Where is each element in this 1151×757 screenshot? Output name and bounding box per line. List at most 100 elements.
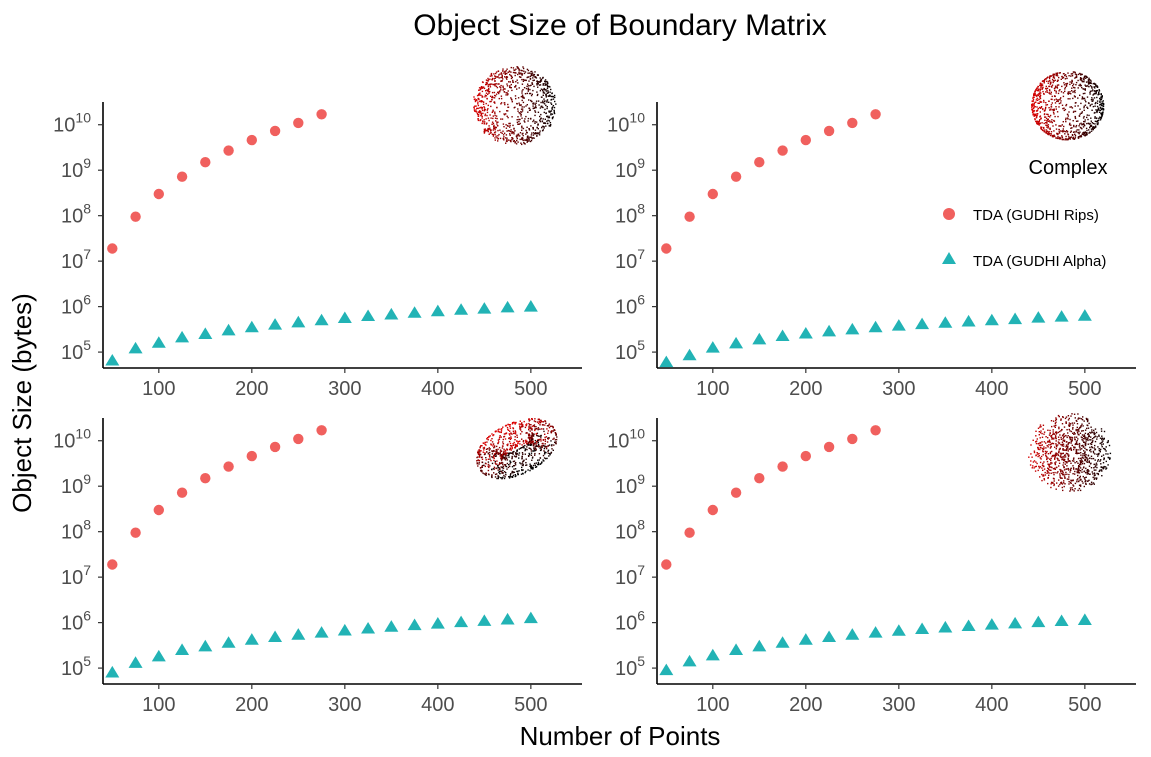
solid-ball-point-cloud-dot <box>1081 439 1083 441</box>
solid-ball-point-cloud-dot <box>1035 461 1037 463</box>
sphere-surface-point-cloud-dot <box>1064 78 1067 80</box>
solid-ball-point-cloud-dot <box>1065 446 1067 448</box>
sphere-surface-point-cloud-dot <box>1098 92 1100 94</box>
solid-ball-point-cloud-dot <box>1059 455 1061 457</box>
sphere-surface-point-cloud-dot <box>1093 112 1096 114</box>
sphere-shell-point-cloud-dot <box>496 137 498 139</box>
sphere-shell-point-cloud-dot <box>513 133 515 135</box>
sphere-surface-point-cloud-dot <box>1056 75 1059 77</box>
sphere-shell-point-cloud-dot <box>473 107 475 109</box>
solid-ball-point-cloud-dot <box>1054 462 1056 464</box>
solid-ball-point-cloud-dot <box>1087 480 1089 482</box>
sphere-surface-point-cloud-dot <box>1071 107 1074 109</box>
solid-ball-point-cloud-dot <box>1061 423 1064 425</box>
solid-ball-point-cloud-dot <box>1064 477 1066 479</box>
sphere-surface-point-cloud-dot <box>1081 96 1084 98</box>
sphere-surface-point-cloud-dot <box>1075 76 1078 79</box>
torus-point-cloud-dot <box>508 437 511 439</box>
rips-point <box>200 157 211 168</box>
sphere-surface-point-cloud-dot <box>1064 139 1066 141</box>
sphere-surface-point-cloud-dot <box>1065 84 1068 87</box>
sphere-shell-point-cloud-dot <box>504 102 506 104</box>
sphere-shell-point-cloud-dot <box>523 79 526 81</box>
solid-ball-point-cloud-dot <box>1084 447 1086 449</box>
sphere-surface-point-cloud-dot <box>1083 77 1085 79</box>
rips-point <box>153 188 164 200</box>
sphere-shell-point-cloud-dot <box>500 87 502 89</box>
sphere-surface-point-cloud-dot <box>1031 111 1034 114</box>
torus-point-cloud-dot <box>549 425 552 427</box>
torus-point-cloud-dot <box>520 463 522 465</box>
solid-ball-point-cloud-dot <box>1089 446 1091 449</box>
sphere-surface-point-cloud-dot <box>1049 79 1051 82</box>
solid-ball-point-cloud-dot <box>1058 465 1060 467</box>
sphere-surface-point-cloud-dot <box>1068 92 1070 95</box>
sphere-surface-point-cloud-dot <box>1071 75 1074 77</box>
sphere-shell-point-cloud-dot <box>542 77 544 79</box>
solid-ball-point-cloud-dot <box>1093 463 1095 466</box>
solid-ball-point-cloud-dot <box>1067 443 1069 445</box>
solid-ball-point-cloud-dot <box>1093 436 1095 439</box>
sphere-surface-point-cloud-dot <box>1084 89 1086 91</box>
solid-ball-point-cloud-dot <box>1081 434 1084 436</box>
torus-point-cloud-dot <box>542 424 544 426</box>
torus-point-cloud-dot <box>511 466 514 468</box>
torus-point-cloud-dot <box>510 461 512 464</box>
sphere-shell-point-cloud-dot <box>551 92 553 94</box>
sphere-surface-point-cloud-dot <box>1045 132 1047 134</box>
solid-ball-point-cloud-dot <box>1089 457 1091 459</box>
alpha-point <box>198 327 213 339</box>
sphere-surface-point-cloud-dot <box>1053 80 1055 82</box>
solid-ball-point-cloud-dot <box>1092 473 1094 475</box>
sphere-surface-point-cloud-dot <box>1045 102 1047 104</box>
solid-ball-point-cloud-dot <box>1030 444 1032 446</box>
solid-ball-point-cloud-dot <box>1042 469 1044 471</box>
sphere-shell-point-cloud-dot <box>555 103 557 105</box>
solid-ball-point-cloud-dot <box>1102 454 1105 456</box>
sphere-surface-point-cloud-dot <box>1083 88 1085 90</box>
solid-ball-point-cloud-dot <box>1058 450 1060 452</box>
solid-ball-point-cloud-dot <box>1055 440 1057 442</box>
torus-point-cloud-dot <box>506 426 509 429</box>
torus-point-cloud-dot <box>522 472 524 475</box>
sphere-surface-point-cloud-dot <box>1039 84 1041 86</box>
sphere-surface-point-cloud-dot <box>1078 115 1081 117</box>
torus-point-cloud-dot <box>512 474 515 477</box>
torus-point-cloud-dot <box>543 430 545 433</box>
sphere-surface-point-cloud-dot <box>1086 114 1088 116</box>
sphere-surface-point-cloud-dot <box>1040 85 1042 87</box>
sphere-shell-point-cloud-dot <box>481 122 483 125</box>
torus-point-cloud-dot <box>522 469 524 471</box>
torus-point-cloud-dot <box>517 472 519 474</box>
solid-ball-point-cloud-dot <box>1048 440 1050 442</box>
torus-point-cloud-dot <box>555 432 557 434</box>
solid-ball-point-cloud-dot <box>1052 420 1055 422</box>
solid-ball-point-cloud-dot <box>1109 457 1111 459</box>
torus-point-cloud-dot <box>511 472 513 474</box>
sphere-shell-point-cloud-dot <box>529 92 532 95</box>
solid-ball-point-cloud-dot <box>1101 441 1103 443</box>
torus-point-cloud-dot <box>500 450 502 452</box>
sphere-shell-point-cloud-dot <box>473 109 476 111</box>
torus-point-cloud-dot <box>529 442 531 444</box>
sphere-surface-point-cloud-dot <box>1090 99 1093 101</box>
sphere-surface-point-cloud-dot <box>1053 113 1055 115</box>
sphere-surface-point-cloud-dot <box>1037 123 1039 125</box>
sphere-surface-point-cloud-dot <box>1075 124 1078 127</box>
solid-ball-point-cloud-dot <box>1037 448 1040 451</box>
solid-ball-point-cloud-dot <box>1079 447 1081 449</box>
alpha-point <box>1031 615 1046 628</box>
sphere-surface-point-cloud-dot <box>1052 81 1054 84</box>
sphere-surface-point-cloud-dot <box>1036 113 1038 115</box>
torus-point-cloud-dot <box>530 468 532 470</box>
sphere-surface-point-cloud-dot <box>1077 97 1079 99</box>
torus-point-cloud-dot <box>542 428 545 430</box>
solid-ball-point-cloud-dot <box>1069 468 1072 470</box>
solid-ball-point-cloud-dot <box>1051 425 1053 428</box>
solid-ball-point-cloud-dot <box>1050 443 1053 445</box>
sphere-shell-point-cloud-dot <box>473 98 476 101</box>
sphere-shell-point-cloud-dot <box>479 112 481 114</box>
sphere-surface-point-cloud-dot <box>1083 115 1085 118</box>
sphere-shell-point-cloud-dot <box>531 74 533 77</box>
sphere-surface-point-cloud-dot <box>1076 129 1078 131</box>
